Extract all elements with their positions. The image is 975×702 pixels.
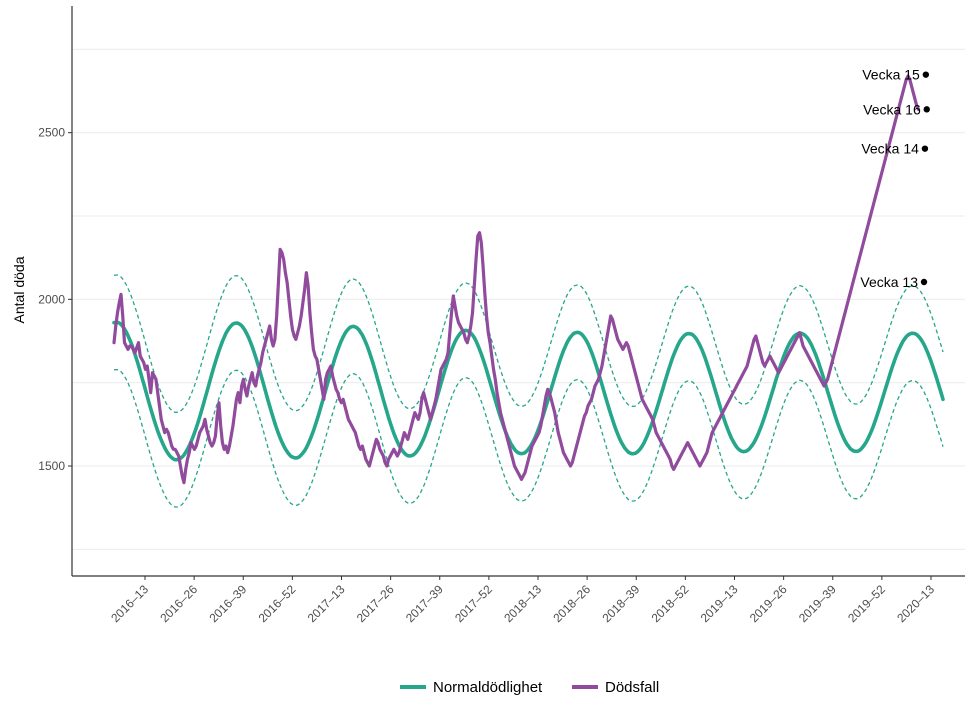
axes xyxy=(71,6,965,577)
x-tick-label: 2016–39 xyxy=(206,582,249,625)
band-upper-line xyxy=(113,274,944,413)
annotation-label: Vecka 15 xyxy=(862,67,920,83)
annotation-point xyxy=(920,278,928,286)
x-tick-label: 2019–39 xyxy=(796,582,839,625)
x-tick-label: 2016–26 xyxy=(157,582,200,625)
y-tick-label: 2000 xyxy=(38,292,65,306)
y-tick-label: 2500 xyxy=(38,126,65,140)
series-line-deaths xyxy=(112,74,921,485)
annotation-point xyxy=(922,71,930,78)
annotation-label: Vecka 13 xyxy=(860,274,918,290)
x-tick-label: 2017–26 xyxy=(354,582,397,625)
x-tick-label: 2018–13 xyxy=(501,582,544,625)
series xyxy=(112,74,945,485)
annotations: Vecka 13 Vecka 14 Vecka 15 Vecka 16 xyxy=(860,67,930,290)
x-tick-label: 2018–52 xyxy=(649,582,692,625)
band-lower-line xyxy=(113,369,944,508)
y-ticks: 1500 2000 2500 xyxy=(38,126,72,473)
y-axis-label: Antal döda xyxy=(11,256,27,323)
legend-label-normal: Normaldödlighet xyxy=(433,679,543,696)
x-tick-label: 2017–13 xyxy=(305,582,348,625)
x-tick-label: 2018–39 xyxy=(599,582,642,625)
x-tick-label: 2019–26 xyxy=(747,582,790,625)
series-line-normal xyxy=(112,320,945,462)
x-tick-label: 2016–52 xyxy=(256,582,299,625)
annotation-label: Vecka 14 xyxy=(861,141,919,157)
x-ticks: 2016–13 2016–26 2016–39 2016–52 2017–13 2017–… xyxy=(108,576,937,625)
annotation-label: Vecka 16 xyxy=(863,101,921,117)
legend: Normaldödlighet Dödsfall xyxy=(400,679,659,696)
x-tick-label: 2018–26 xyxy=(550,582,593,625)
x-tick-label: 2020–13 xyxy=(894,582,937,625)
x-tick-label: 2019–52 xyxy=(845,582,888,625)
x-tick-label: 2017–39 xyxy=(403,582,446,625)
y-tick-label: 1500 xyxy=(38,459,65,473)
normal-band xyxy=(113,274,944,508)
annotation-point xyxy=(923,106,930,113)
annotation-point xyxy=(921,145,929,152)
legend-label-deaths: Dödsfall xyxy=(605,679,659,696)
x-tick-label: 2016–13 xyxy=(108,582,151,625)
x-tick-label: 2019–13 xyxy=(698,582,741,625)
x-tick-label: 2017–52 xyxy=(452,582,495,625)
